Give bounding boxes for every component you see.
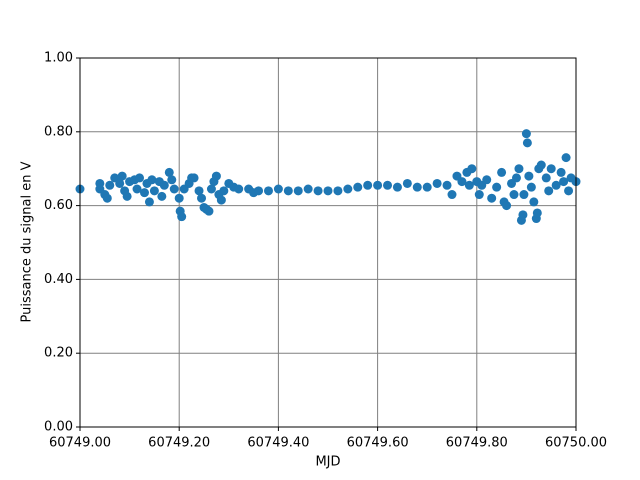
point [536, 160, 546, 170]
point [159, 180, 169, 190]
y-tick-label: 1.00 [44, 51, 73, 66]
point [464, 180, 474, 190]
point [157, 191, 167, 201]
point [521, 129, 531, 139]
point [283, 186, 293, 196]
point [313, 186, 323, 196]
point [147, 175, 157, 185]
point [234, 184, 244, 194]
point [402, 178, 412, 188]
point [482, 175, 492, 185]
point [509, 190, 519, 200]
point [412, 182, 422, 192]
point [492, 182, 502, 192]
point [102, 193, 112, 203]
point [529, 197, 539, 207]
point [502, 201, 512, 211]
point [383, 180, 393, 190]
x-tick-label: 60749.00 [49, 436, 111, 451]
point [333, 186, 343, 196]
point [541, 173, 551, 183]
point [518, 210, 528, 220]
x-tick-label: 60750.00 [545, 436, 607, 451]
y-tick-label: 0.40 [44, 272, 73, 287]
y-axis-label: Puissance du signal en V [20, 161, 35, 322]
point [514, 164, 524, 174]
point [122, 191, 132, 201]
point [422, 182, 432, 192]
point [194, 186, 204, 196]
point [559, 177, 569, 187]
point [169, 184, 179, 194]
point [442, 180, 452, 190]
point [544, 186, 554, 196]
point [105, 180, 115, 190]
point [447, 190, 457, 200]
plot-frame [79, 57, 577, 428]
point [526, 182, 536, 192]
point [556, 167, 566, 177]
point [353, 182, 363, 192]
x-tick-label: 60749.40 [247, 436, 309, 451]
point [211, 171, 221, 181]
point [167, 175, 177, 185]
point [303, 184, 313, 194]
point [511, 173, 521, 183]
point [219, 186, 229, 196]
point [551, 180, 561, 190]
x-axis-label: MJD [315, 455, 340, 470]
y-tick-label: 0.80 [44, 124, 73, 139]
y-tick-label: 0.60 [44, 198, 73, 213]
point [263, 186, 273, 196]
point [177, 212, 187, 222]
point [206, 184, 216, 194]
point [189, 173, 199, 183]
x-tick-label: 60749.20 [148, 436, 210, 451]
point [561, 153, 571, 163]
point [546, 164, 556, 174]
point [532, 208, 542, 218]
point [174, 193, 184, 203]
point [204, 206, 214, 216]
point [132, 184, 142, 194]
point [197, 193, 207, 203]
point [216, 195, 226, 205]
y-tick-label: 0.20 [44, 346, 73, 361]
point [117, 171, 127, 181]
point [149, 186, 159, 196]
point [564, 186, 574, 196]
point [432, 178, 442, 188]
point [474, 190, 484, 200]
point [392, 182, 402, 192]
point [457, 177, 467, 187]
point [373, 180, 383, 190]
point [497, 167, 507, 177]
y-tick-label: 0.00 [44, 420, 73, 435]
point [115, 178, 125, 188]
point [323, 186, 333, 196]
point [519, 190, 529, 200]
point [487, 193, 497, 203]
x-tick-label: 60749.60 [347, 436, 409, 451]
point [254, 186, 264, 196]
point [467, 164, 477, 174]
point [343, 184, 353, 194]
point [293, 186, 303, 196]
point [273, 184, 283, 194]
point [363, 180, 373, 190]
point [522, 138, 532, 148]
point [164, 167, 174, 177]
point [135, 173, 145, 183]
point [139, 188, 149, 198]
point [524, 171, 534, 181]
x-tick-label: 60749.80 [446, 436, 508, 451]
point [144, 197, 154, 207]
